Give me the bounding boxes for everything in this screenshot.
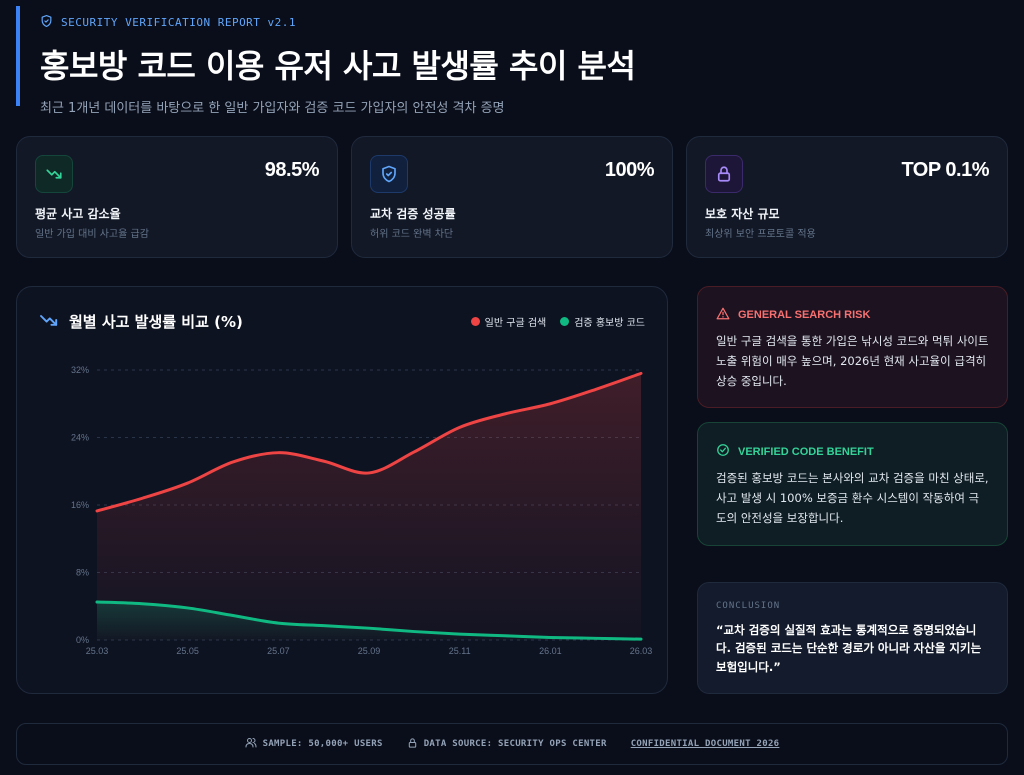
legend-label: 일반 구글 검색	[484, 318, 547, 329]
stat-label: 평균 사고 감소율	[35, 207, 121, 221]
x-tick-label: 25.09	[358, 646, 381, 656]
benefit-heading: VERIFIED CODE BENEFIT	[716, 443, 989, 460]
warning-icon	[716, 307, 730, 323]
y-tick-label: 16%	[71, 500, 89, 510]
x-tick-label: 25.11	[449, 646, 471, 656]
x-tick-label: 26.03	[630, 646, 653, 656]
legend-dot	[560, 317, 570, 326]
stat-label: 보호 자산 규모	[705, 207, 780, 221]
footer-sample-text: SAMPLE: 50,000+ USERS	[262, 739, 383, 749]
y-tick-label: 24%	[71, 433, 89, 443]
footer-source-text: DATA SOURCE: SECURITY OPS CENTER	[423, 739, 607, 749]
x-tick-label: 26.01	[539, 646, 562, 656]
stat-card-assets: TOP 0.1% 보호 자산 규모 최상위 보안 프로토콜 적용	[686, 136, 1008, 258]
chart-card: 0% 8% 16% 24% 32% 25.03 25.05 25.07 25.09 25.11 26…	[16, 286, 668, 694]
incident-rate-chart: 0% 8% 16% 24% 32% 25.03 25.05 25.07 25.09 25.11 26…	[71, 365, 653, 656]
conclusion-label: CONCLUSION	[716, 601, 781, 611]
risk-body: 일반 구글 검색을 통한 가입은 낚시성 코드와 먹튀 사이트 노출 위험이 매…	[716, 334, 989, 389]
risk-card: GENERAL SEARCH RISK 일반 구글 검색을 통한 가입은 낚시성…	[697, 286, 1008, 408]
report-footer: SAMPLE: 50,000+ USERS DATA SOURCE: SECUR…	[16, 723, 1008, 765]
y-tick-label: 8%	[76, 568, 89, 578]
benefit-body: 검증된 홍보방 코드는 본사와의 교차 검증을 마친 상태로, 사고 발생 시 …	[716, 471, 989, 526]
series-area	[97, 373, 641, 640]
chart-title: 월별 사고 발생률 비교 (%)	[39, 311, 243, 332]
shield-icon	[40, 14, 53, 31]
legend-dot	[470, 317, 480, 326]
page-subtitle: 최근 1개년 데이터를 바탕으로 한 일반 가입자와 검증 코드 가입자의 안전…	[40, 101, 505, 116]
check-circle-icon	[716, 443, 730, 460]
legend-item-general: 일반 구글 검색	[470, 314, 547, 329]
lock-icon	[705, 155, 743, 193]
stat-value: 98.5%	[264, 159, 320, 181]
x-tick-label: 25.03	[86, 646, 109, 656]
benefit-title: VERIFIED CODE BENEFIT	[738, 445, 874, 458]
risk-title: GENERAL SEARCH RISK	[738, 309, 871, 321]
report-eyebrow: SECURITY VERIFICATION REPORT v2.1	[40, 14, 716, 31]
footer-sample: SAMPLE: 50,000+ USERS	[245, 737, 383, 751]
page-title: 홍보방 코드 이용 유저 사고 발생률 추이 분석	[40, 47, 636, 85]
eyebrow-text: SECURITY VERIFICATION REPORT v2.1	[61, 16, 297, 29]
shield-check-icon	[370, 155, 408, 193]
chart-legend: 일반 구글 검색 검증 홍보방 코드	[470, 314, 645, 329]
chart-title-text: 월별 사고 발생률 비교 (%)	[69, 313, 243, 331]
stat-description: 최상위 보안 프로토콜 적용	[705, 229, 816, 240]
benefit-card: VERIFIED CODE BENEFIT 검증된 홍보방 코드는 본사와의 교…	[697, 422, 1008, 546]
confidential-link[interactable]: CONFIDENTIAL DOCUMENT 2026	[630, 739, 780, 749]
series-line	[95, 600, 643, 641]
stat-card-reduction: 98.5% 평균 사고 감소율 일반 가입 대비 사고율 급감	[16, 136, 338, 258]
y-tick-label: 0%	[76, 635, 89, 645]
x-tick-label: 25.07	[267, 646, 290, 656]
conclusion-quote: “교차 검증의 실질적 효과는 통계적으로 증명되었습니다. 검증된 코드는 단…	[716, 623, 982, 674]
report-header: SECURITY VERIFICATION REPORT v2.1 홍보방 코드…	[16, 6, 716, 116]
stat-description: 허위 코드 완벽 차단	[370, 229, 454, 240]
users-icon	[245, 737, 257, 751]
stat-value: 100%	[604, 159, 655, 181]
stat-card-verification: 100% 교차 검증 성공률 허위 코드 완벽 차단	[351, 136, 673, 258]
trending-down-icon	[39, 312, 59, 332]
stat-label: 교차 검증 성공률	[370, 207, 456, 221]
stat-value: TOP 0.1%	[901, 159, 989, 181]
lock-icon	[407, 737, 418, 752]
risk-heading: GENERAL SEARCH RISK	[716, 307, 989, 323]
y-tick-label: 32%	[71, 365, 89, 375]
legend-item-verified: 검증 홍보방 코드	[560, 314, 645, 329]
series-area	[97, 602, 641, 640]
stat-description: 일반 가입 대비 사고율 급감	[35, 229, 149, 240]
x-tick-label: 25.05	[176, 646, 199, 656]
series-line	[95, 371, 643, 513]
legend-label: 검증 홍보방 코드	[574, 318, 645, 329]
trending-down-icon	[35, 155, 73, 193]
conclusion-card: CONCLUSION “교차 검증의 실질적 효과는 통계적으로 증명되었습니다…	[697, 582, 1008, 694]
footer-source: DATA SOURCE: SECURITY OPS CENTER	[407, 737, 607, 752]
